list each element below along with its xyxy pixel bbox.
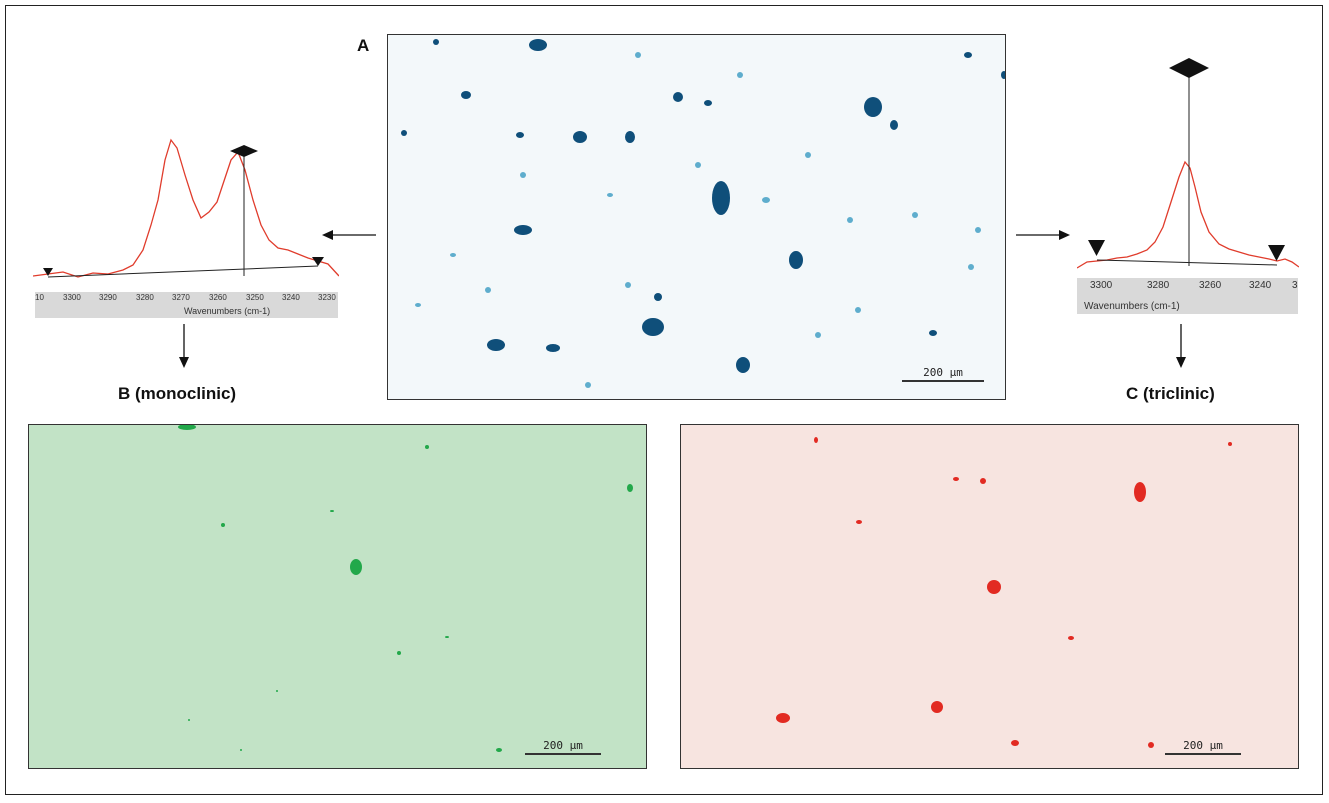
arrow-to-right-spectrum-icon bbox=[1016, 230, 1070, 240]
right-spectrum-axis: 3300 3280 3260 3240 3 Wavenumbers (cm-1) bbox=[1077, 278, 1298, 314]
panel-a-label: A bbox=[357, 36, 370, 55]
left-baseline-marker-right-icon bbox=[312, 257, 324, 266]
panel-c-scale-line bbox=[1165, 753, 1241, 755]
panel-b-image: 200 µm bbox=[28, 424, 647, 769]
left-spectrum-plot bbox=[33, 138, 339, 278]
left-tick: 3250 bbox=[246, 293, 264, 302]
right-tick: 3280 bbox=[1147, 280, 1170, 291]
panel-c-scale-label: 200 µm bbox=[1183, 739, 1223, 752]
right-tick: 3 bbox=[1292, 280, 1298, 291]
panel-b-scale-line bbox=[525, 753, 601, 755]
left-baseline bbox=[47, 265, 319, 278]
left-tick: 3240 bbox=[282, 293, 300, 302]
right-tick: 3240 bbox=[1249, 280, 1272, 291]
right-spectrum-plot bbox=[1077, 58, 1299, 269]
right-tick: 3300 bbox=[1090, 280, 1113, 291]
panel-c-scalebar: 200 µm bbox=[1165, 739, 1241, 755]
panel-b-label: B (monoclinic) bbox=[118, 384, 237, 403]
panel-c-image: 200 µm bbox=[680, 424, 1299, 769]
left-tick: 3280 bbox=[136, 293, 154, 302]
left-tick: 3260 bbox=[209, 293, 227, 302]
arrow-down-right-icon bbox=[1176, 324, 1186, 368]
right-baseline-marker-right-icon bbox=[1268, 245, 1285, 261]
arrow-to-left-spectrum-icon bbox=[322, 230, 376, 240]
panel-b-scalebar: 200 µm bbox=[525, 739, 601, 755]
arrow-down-left-icon bbox=[179, 324, 189, 368]
panel-a-particles bbox=[401, 39, 1005, 388]
left-xlabel: Wavenumbers (cm-1) bbox=[184, 306, 271, 316]
panel-c-particles bbox=[776, 437, 1232, 748]
right-spectrum-line bbox=[1077, 160, 1299, 269]
left-spectrum-axis: 10 3300 3290 3280 3270 3260 3250 3240 32… bbox=[35, 292, 338, 318]
left-tick: 3230 bbox=[318, 293, 336, 302]
figure-frame bbox=[5, 5, 1323, 795]
left-spectrum-line bbox=[33, 138, 339, 278]
right-baseline-marker-left-icon bbox=[1088, 240, 1105, 256]
left-baseline-marker-left-icon bbox=[43, 268, 53, 276]
panel-a-image: 200 µm bbox=[387, 34, 1006, 400]
panel-c-label: C (triclinic) bbox=[1126, 384, 1215, 403]
right-xlabel: Wavenumbers (cm-1) bbox=[1084, 301, 1180, 312]
left-tick: 3270 bbox=[172, 293, 190, 302]
right-tick: 3260 bbox=[1199, 280, 1222, 291]
panel-a-scale-line bbox=[902, 380, 984, 382]
left-tick: 10 bbox=[35, 293, 44, 302]
left-tick: 3290 bbox=[99, 293, 117, 302]
panel-a-scale-label: 200 µm bbox=[923, 366, 963, 379]
left-peak-diamond-icon bbox=[230, 145, 258, 157]
panel-b-scale-label: 200 µm bbox=[543, 739, 583, 752]
panel-a-scalebar: 200 µm bbox=[902, 366, 984, 382]
right-peak-diamond-icon bbox=[1169, 58, 1209, 78]
right-baseline bbox=[1096, 259, 1278, 266]
left-tick: 3300 bbox=[63, 293, 81, 302]
panel-b-particles bbox=[178, 425, 633, 752]
